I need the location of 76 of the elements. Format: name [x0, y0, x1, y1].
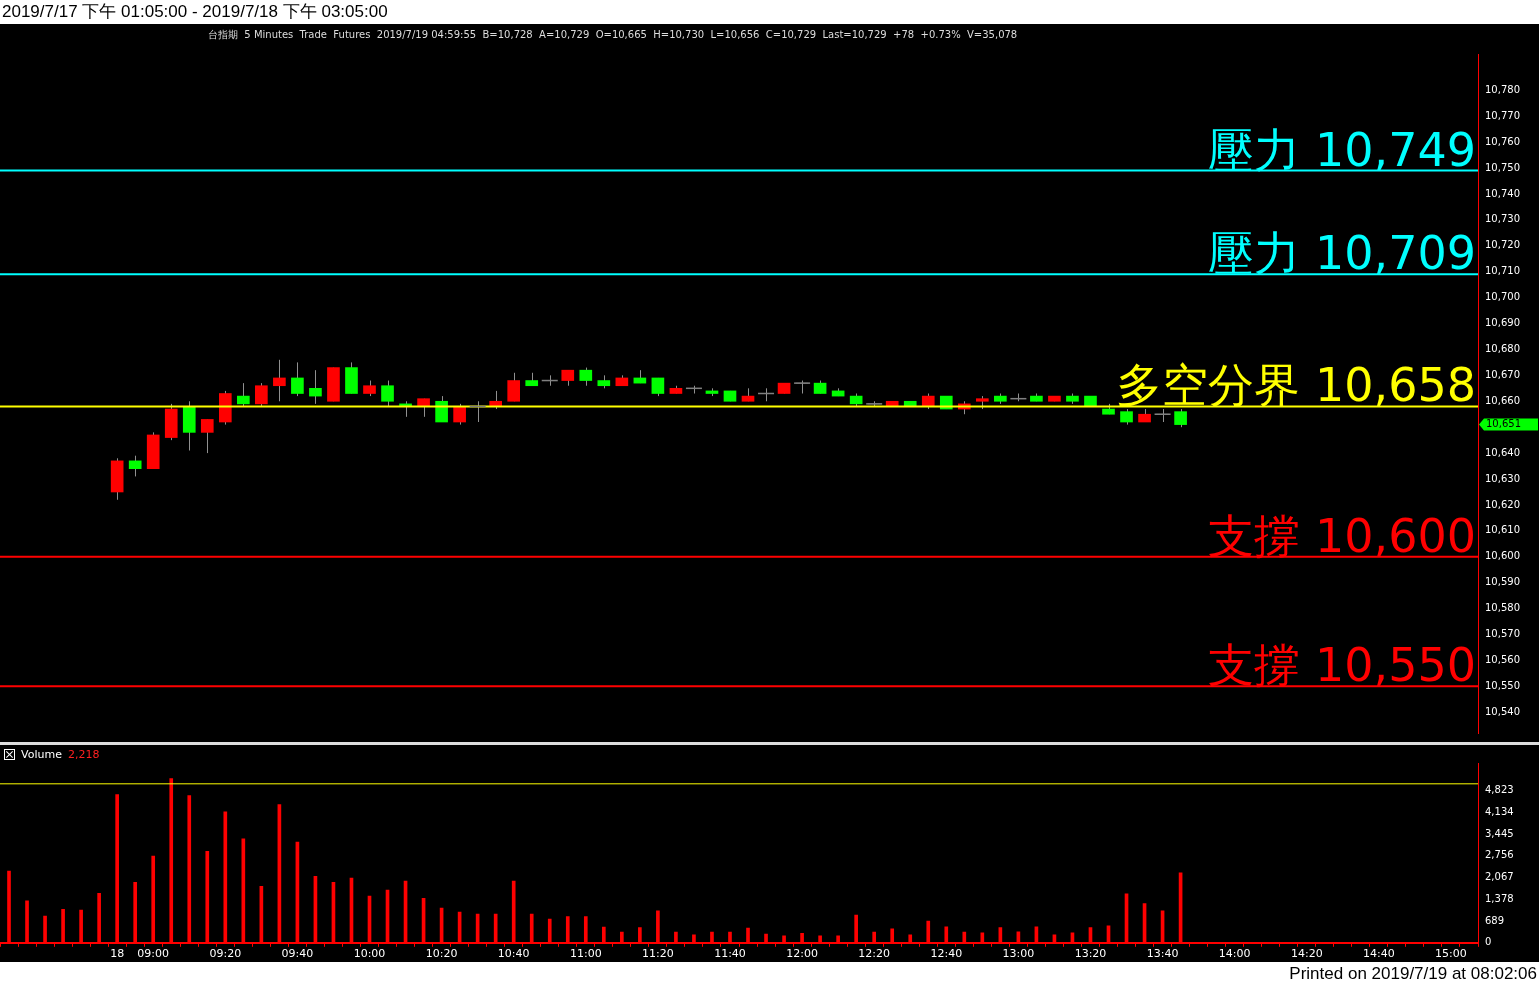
y-tick-label: 10,550	[1485, 679, 1520, 691]
y-tick-label: 10,630	[1485, 472, 1520, 484]
y-tick-label: 10,560	[1485, 654, 1520, 666]
text: Printed on 2019/7/19 at 08:02:06	[1289, 964, 1538, 983]
x-tick-label: 14:40	[1363, 947, 1395, 961]
chart-title: Volume	[21, 748, 62, 761]
y-tick-label: 10,540	[1485, 705, 1520, 717]
y-tick-label: 10,770	[1485, 109, 1520, 121]
candlestick	[200, 418, 214, 454]
x-tick-label: 12:20	[858, 947, 891, 961]
y-tick-label: 10,690	[1485, 317, 1520, 329]
candlestick	[237, 382, 250, 407]
y-tick-label: 2,067	[1485, 871, 1514, 883]
x-tick-label: 12:00	[786, 947, 818, 961]
candlestick	[507, 372, 521, 402]
y-tick-label: 10,610	[1485, 524, 1520, 536]
x-tick-label: 14:20	[1290, 947, 1323, 961]
y-tick-label: 10,750	[1485, 161, 1520, 173]
y-tick-label: 4,134	[1485, 805, 1514, 817]
ref-line-label: 支撐 10,600	[1208, 508, 1476, 563]
ref-line-label: 壓力 10,709	[1208, 226, 1476, 281]
y-tick-label: 10,760	[1485, 135, 1520, 147]
y-tick-label: 10,730	[1485, 213, 1520, 225]
chart-subtitle: 台指期 5 Minutes Trade Futures 2019/7/19 04:59:55 B=10,728 A=10,729 O=10,665 H=10,730 L=10,656 C=10,729 Last=10,729 +78 +0.73% V=35,078	[207, 29, 1018, 40]
x-tick-label: 09:40	[281, 947, 314, 961]
x-tick-label: 11:20	[642, 947, 674, 961]
y-tick-label: 10,710	[1485, 265, 1520, 277]
candlestick	[1174, 408, 1187, 428]
y-tick-label: 10,620	[1485, 498, 1520, 510]
x-tick-label: 15:00	[1435, 947, 1467, 961]
x-tick-label: 14:00	[1218, 947, 1251, 961]
candlestick	[579, 367, 593, 387]
x-tick-label: 09:00	[137, 947, 170, 961]
y-tick-label: 10,680	[1485, 343, 1520, 355]
candlestick	[273, 359, 286, 402]
text: 10,651	[1486, 418, 1521, 430]
x-tick-label: 11:40	[714, 947, 746, 961]
candlestick	[453, 403, 466, 426]
ref-line-label: 支撐 10,550	[1208, 638, 1476, 693]
x-tick-label: 10:20	[425, 947, 458, 961]
y-tick-label: 0	[1485, 936, 1492, 948]
candlestick	[128, 455, 142, 477]
candlestick	[309, 369, 322, 405]
y-tick-label: 3,445	[1485, 827, 1514, 839]
x-tick-label: 13:00	[1002, 947, 1035, 961]
y-tick-label: 10,640	[1485, 446, 1520, 458]
ref-line-label: 壓力 10,749	[1208, 122, 1476, 177]
x-tick-label: 11:00	[569, 947, 602, 961]
x-tick-label: 18	[110, 947, 125, 961]
candlestick	[435, 395, 448, 423]
y-tick-label: 10,780	[1485, 83, 1520, 95]
y-tick-label: 10,700	[1485, 291, 1520, 303]
ref-line-label: 多空分界 10,658	[1116, 358, 1476, 413]
chart-title: 2019/7/17 下午 01:05:00 - 2019/7/18 下午 03:05:00	[1, 2, 388, 21]
y-tick-label: 2,756	[1485, 849, 1514, 861]
x-tick-label: 10:00	[353, 947, 386, 961]
text: 2,218	[67, 748, 100, 761]
y-tick-label: 10,570	[1485, 628, 1520, 640]
candlestick	[255, 382, 268, 407]
y-tick-label: 10,600	[1485, 550, 1520, 562]
x-tick-label: 13:20	[1074, 947, 1107, 961]
y-tick-label: 10,660	[1485, 394, 1520, 406]
y-tick-label: 10,580	[1485, 602, 1520, 614]
y-tick-label: 1,378	[1485, 892, 1514, 904]
y-tick-label: 10,740	[1485, 187, 1520, 199]
y-tick-label: 10,670	[1485, 368, 1520, 380]
x-tick-label: 09:20	[209, 947, 242, 961]
x-tick-label: 12:40	[930, 947, 963, 961]
x-tick-label: 13:40	[1146, 947, 1179, 961]
y-tick-label: 689	[1485, 914, 1505, 926]
x-tick-label: 10:40	[497, 947, 530, 961]
candlestick	[381, 380, 394, 407]
y-tick-label: 10,590	[1485, 576, 1520, 588]
y-tick-label: 4,823	[1485, 784, 1514, 796]
y-tick-label: 10,720	[1485, 239, 1520, 251]
candlestick	[291, 361, 304, 397]
